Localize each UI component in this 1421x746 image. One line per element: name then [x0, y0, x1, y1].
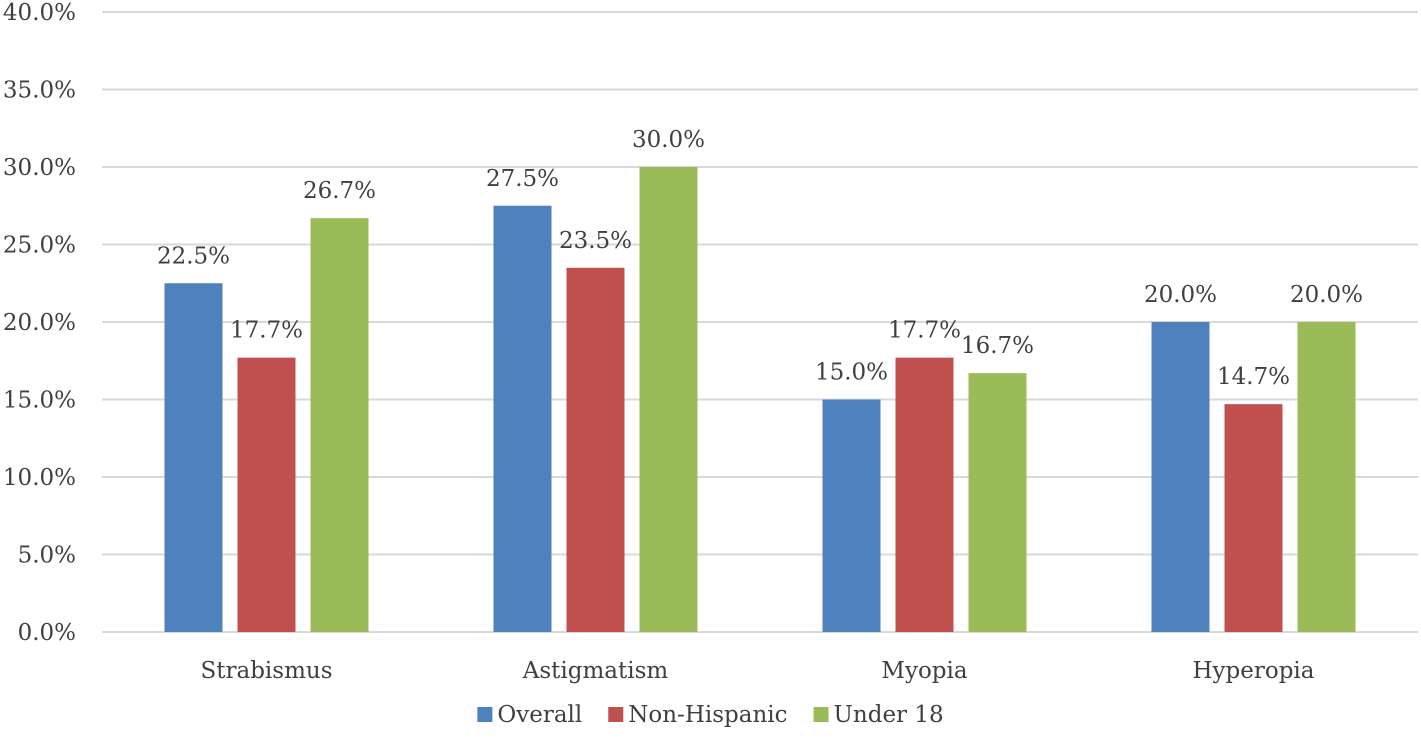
legend-label: Overall	[497, 702, 582, 728]
data-label: 26.7%	[303, 178, 376, 204]
data-labels: 22.5%17.7%26.7% 27.5%23.5%30.0%15.0%17.7%…	[157, 127, 1363, 390]
bar-under-18-astigmatism	[639, 167, 698, 632]
data-label: 17.7%	[888, 318, 961, 344]
data-label: 23.5%	[559, 228, 632, 254]
data-label: 16.7%	[961, 333, 1034, 359]
data-label: 20.0%	[1290, 282, 1363, 308]
legend-item: Overall	[477, 702, 582, 728]
y-tick-label: 20.0%	[3, 310, 76, 336]
y-axis-tick-labels: 0.0% 5.0% 10.0% 15.0% 20.0% 25.0% 30.0% 35.0% 40…	[3, 0, 76, 646]
bar-under-18-myopia	[968, 373, 1027, 632]
y-tick-label: 30.0%	[3, 155, 76, 181]
data-label: 20.0%	[1144, 282, 1217, 308]
y-tick-label: 10.0%	[3, 465, 76, 491]
data-label: 17.7%	[230, 318, 303, 344]
legend: Overall Non-Hispanic Under 18	[477, 702, 944, 728]
bar-under-18-hyperopia	[1297, 322, 1356, 632]
category-label: Strabismus	[200, 658, 332, 684]
y-tick-label: 15.0%	[3, 388, 76, 414]
bar-overall-hyperopia	[1151, 322, 1210, 632]
bar-non-hispanic-hyperopia	[1224, 404, 1283, 632]
y-tick-label: 40.0%	[3, 0, 76, 26]
category-label: Myopia	[881, 658, 967, 684]
data-label: 30.0%	[632, 127, 705, 153]
data-label: 22.5%	[157, 243, 230, 269]
bar-overall-myopia	[822, 399, 881, 632]
y-tick-label: 0.0%	[18, 620, 76, 646]
bar-overall-astigmatism	[493, 205, 552, 632]
data-label: 15.0%	[815, 360, 888, 386]
legend-item: Non-Hispanic	[608, 702, 788, 728]
legend-swatch	[608, 707, 624, 722]
bar-non-hispanic-astigmatism	[566, 267, 625, 632]
data-label: 14.7%	[1217, 364, 1290, 390]
y-tick-label: 35.0%	[3, 78, 76, 104]
legend-item: Under 18	[813, 702, 944, 728]
data-label: 27.5%	[486, 166, 559, 192]
bar-overall-strabismus	[164, 283, 223, 632]
legend-swatch	[813, 707, 829, 722]
bars	[164, 167, 1356, 632]
legend-swatch	[477, 707, 493, 722]
category-labels: Strabismus Astigmatism Myopia Hyperopia	[200, 658, 1314, 684]
bar-under-18-strabismus	[310, 218, 369, 632]
legend-label: Under 18	[834, 702, 944, 728]
category-label: Astigmatism	[522, 658, 669, 684]
bar-non-hispanic-strabismus	[237, 357, 296, 632]
y-tick-label: 25.0%	[3, 233, 76, 259]
y-tick-label: 5.0%	[18, 543, 76, 569]
bar-non-hispanic-myopia	[895, 357, 954, 632]
legend-label: Non-Hispanic	[628, 702, 787, 728]
category-label: Hyperopia	[1192, 658, 1314, 684]
